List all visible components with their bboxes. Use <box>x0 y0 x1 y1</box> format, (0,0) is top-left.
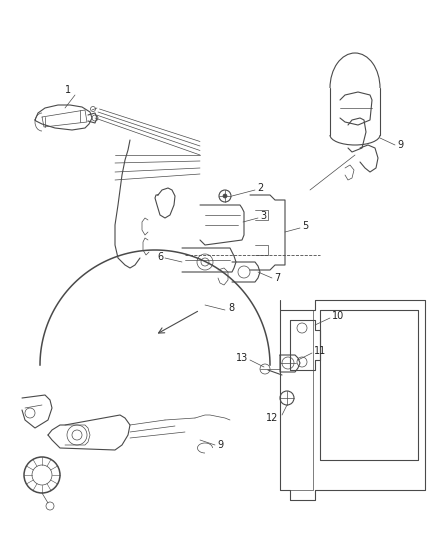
Text: 6: 6 <box>157 252 163 262</box>
Text: 1: 1 <box>65 85 71 95</box>
Circle shape <box>223 194 227 198</box>
Text: 12: 12 <box>265 413 278 423</box>
Text: 9: 9 <box>217 440 223 450</box>
Text: 5: 5 <box>302 221 308 231</box>
Text: 3: 3 <box>260 211 266 221</box>
Text: 7: 7 <box>274 273 280 283</box>
Text: 10: 10 <box>332 311 344 321</box>
Text: 9: 9 <box>397 140 403 150</box>
Text: 13: 13 <box>236 353 248 363</box>
Text: 8: 8 <box>228 303 234 313</box>
Text: 11: 11 <box>314 346 326 356</box>
Text: 2: 2 <box>257 183 263 193</box>
